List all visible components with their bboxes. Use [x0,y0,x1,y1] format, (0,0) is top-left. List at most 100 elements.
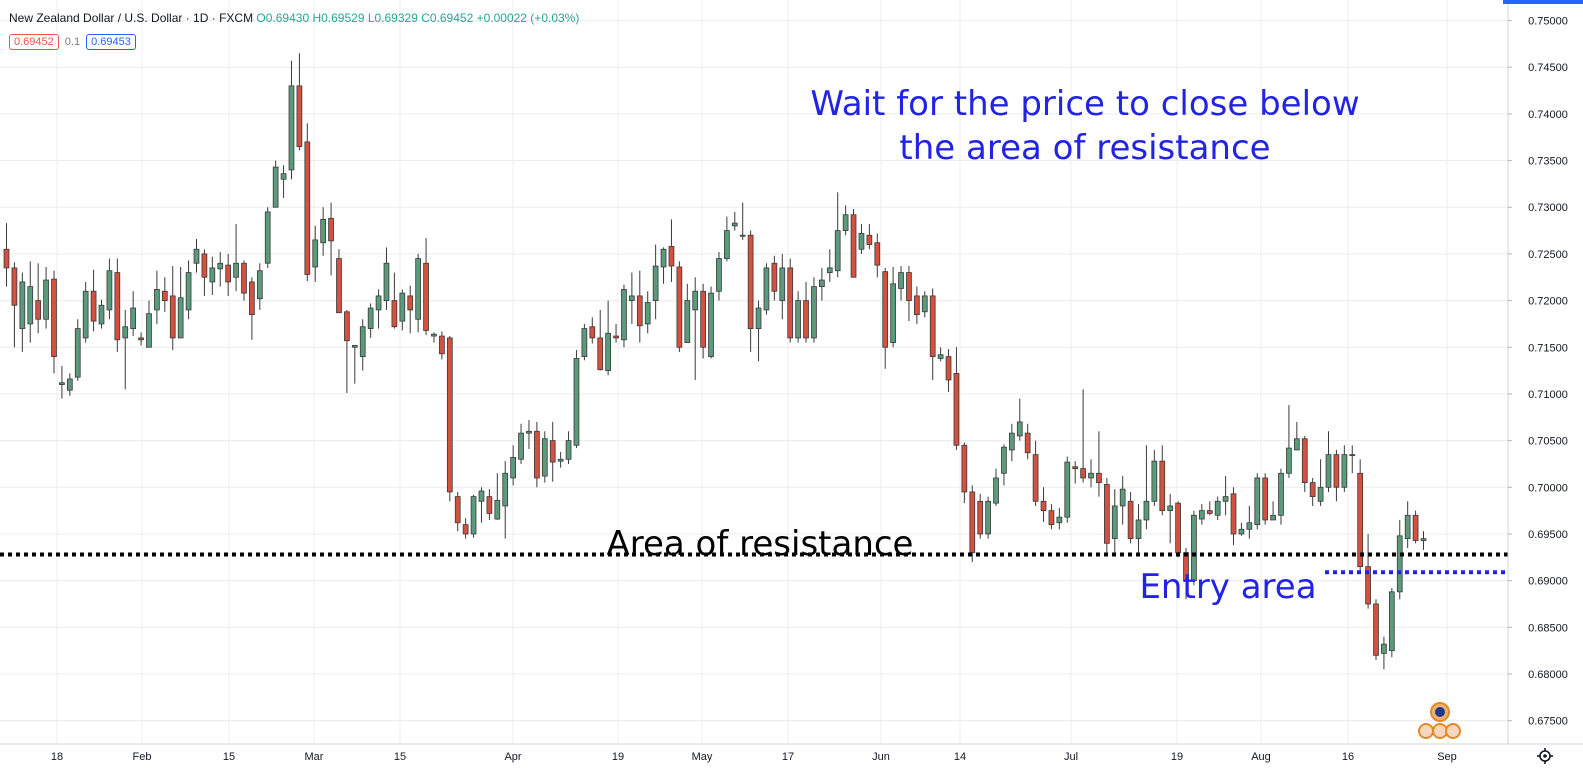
candle[interactable] [486,489,493,520]
candle[interactable] [201,249,208,296]
candle[interactable] [969,485,976,562]
candle[interactable] [43,266,49,329]
candle[interactable] [35,263,42,334]
candle[interactable] [1088,459,1094,488]
candle[interactable] [383,247,390,310]
candle[interactable] [1080,389,1086,483]
candle[interactable] [462,518,469,539]
candle[interactable] [82,281,89,343]
candle[interactable] [1420,531,1427,550]
candle[interactable] [217,252,224,287]
candle[interactable] [1341,445,1348,492]
candle[interactable] [898,266,904,301]
candle[interactable] [573,350,580,449]
candle[interactable] [1096,431,1102,497]
candle[interactable] [771,255,778,301]
candle[interactable] [858,224,865,254]
candle[interactable] [629,272,635,324]
candle[interactable] [1262,473,1269,525]
candle[interactable] [264,207,271,268]
candle[interactable] [328,202,334,276]
candle[interactable] [407,285,414,334]
candle[interactable] [1301,435,1308,492]
candle[interactable] [541,431,548,483]
candle[interactable] [249,277,255,340]
sell-price-button[interactable]: 0.69452 [9,34,59,50]
candle[interactable] [1135,504,1142,553]
candle[interactable] [1396,519,1403,600]
candle[interactable] [375,289,382,329]
candle[interactable] [1270,501,1276,521]
candle[interactable] [993,468,999,506]
candle[interactable] [589,317,596,344]
candle[interactable] [288,60,295,180]
candle[interactable] [161,277,168,312]
candle[interactable] [842,205,849,236]
candle[interactable] [953,347,960,450]
candle[interactable] [660,247,667,284]
candle[interactable] [1309,477,1316,506]
candle[interactable] [1175,501,1181,558]
candle[interactable] [130,291,137,337]
candle[interactable] [1333,449,1340,502]
candle[interactable] [1317,459,1324,506]
candle[interactable] [985,496,991,539]
candle[interactable] [826,249,833,282]
candle[interactable] [320,207,327,256]
candle[interactable] [668,219,675,282]
candle[interactable] [605,300,611,376]
candle[interactable] [1349,445,1356,474]
candle[interactable] [866,224,873,250]
candle[interactable] [1103,477,1110,553]
candle[interactable] [391,272,398,329]
candle[interactable] [692,277,699,380]
candle[interactable] [1388,588,1395,658]
candle[interactable] [90,269,97,332]
candle[interactable] [1064,456,1071,523]
candle[interactable] [280,165,287,198]
candle[interactable] [66,373,73,396]
candle[interactable] [122,309,129,390]
candle[interactable] [344,309,350,394]
candle[interactable] [1119,476,1126,525]
candle[interactable] [1254,473,1261,530]
candle[interactable] [708,286,714,359]
candle[interactable] [644,291,651,334]
candle[interactable] [1206,501,1213,516]
candle[interactable] [1111,489,1118,553]
candle[interactable] [3,223,10,287]
candle[interactable] [399,289,406,331]
candle[interactable] [684,283,691,343]
candle[interactable] [431,332,437,343]
candle[interactable] [11,262,18,348]
candle[interactable] [676,261,683,352]
candle[interactable] [1246,505,1253,539]
candle[interactable] [169,266,176,351]
candle[interactable] [874,233,881,278]
candle[interactable] [59,365,65,399]
candle[interactable] [621,284,627,348]
candle[interactable] [1167,493,1174,544]
candle[interactable] [565,431,572,464]
candle[interactable] [1325,431,1332,492]
candle[interactable] [98,299,105,329]
candle[interactable] [739,202,746,240]
candle[interactable] [1151,449,1158,506]
candle[interactable] [146,300,152,348]
candle[interactable] [1024,423,1031,460]
candle[interactable] [921,291,928,318]
candle[interactable] [494,473,501,520]
candle[interactable] [1238,522,1245,536]
candle[interactable] [1198,504,1205,525]
candle[interactable] [652,244,659,320]
candle[interactable] [581,323,588,361]
candle[interactable] [906,266,912,322]
candle[interactable] [1412,510,1419,544]
candle[interactable] [74,319,81,381]
candle[interactable] [359,319,366,371]
candle[interactable] [1214,496,1221,520]
candle[interactable] [795,291,801,343]
candle[interactable] [193,238,200,273]
candle[interactable] [138,332,144,346]
